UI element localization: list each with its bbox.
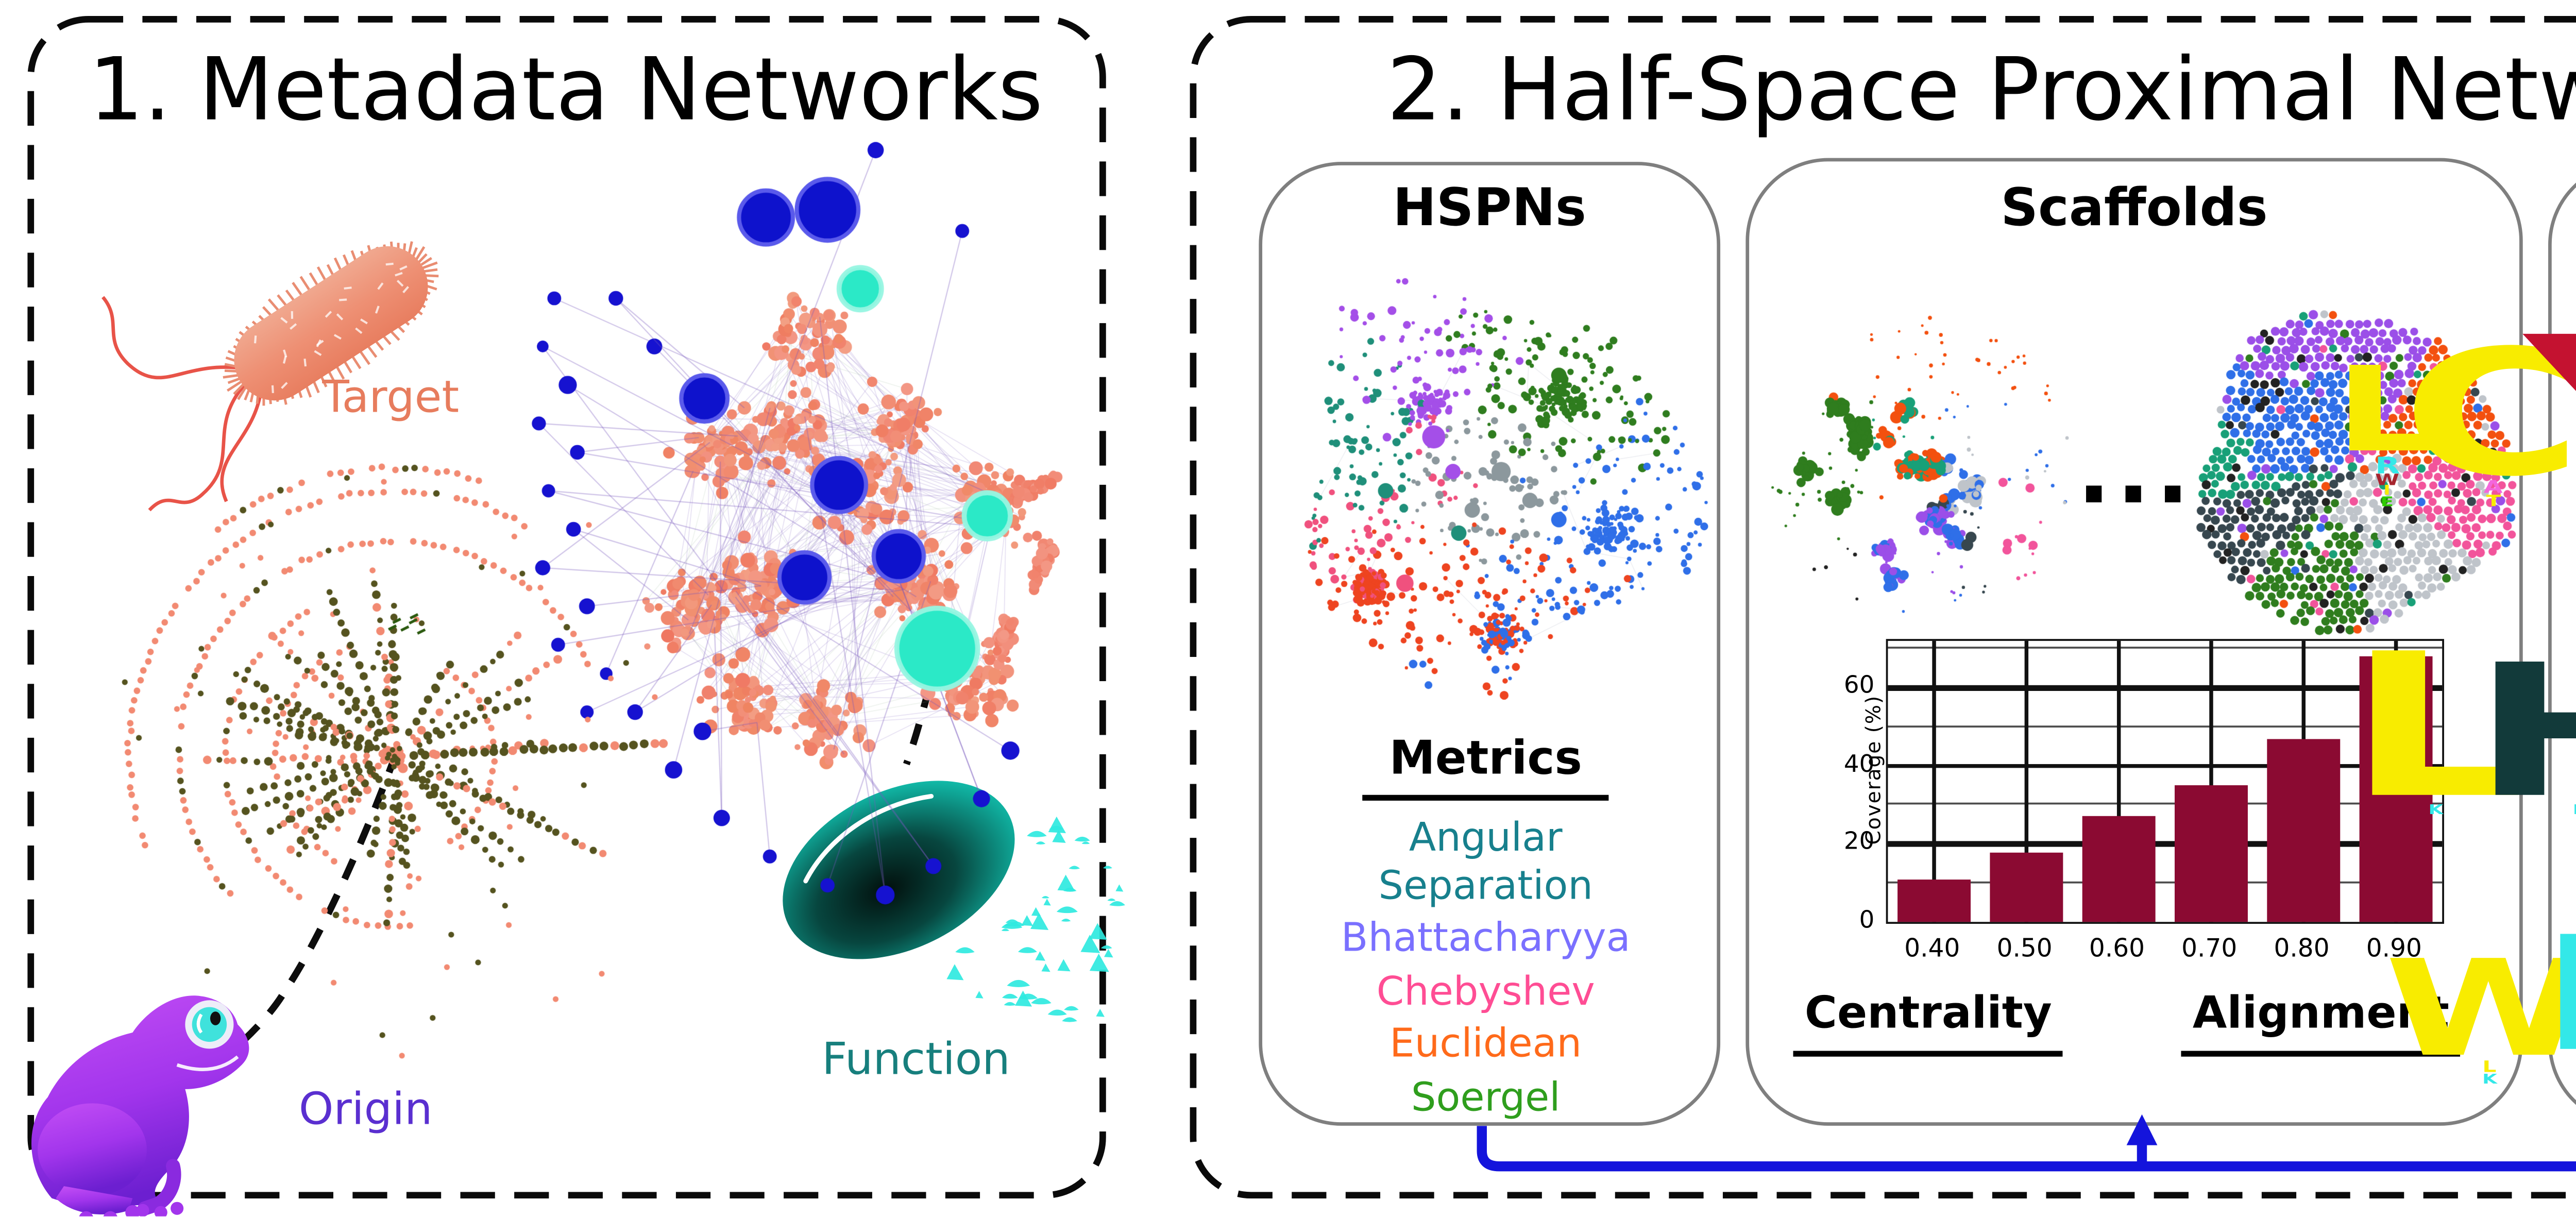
target-label: Target bbox=[322, 373, 460, 424]
logo-column: KGS bbox=[2540, 917, 2576, 1085]
bar bbox=[2174, 785, 2248, 922]
logo-letter: L bbox=[2347, 612, 2527, 843]
scaffolds-subpanel-title: Scaffolds bbox=[2001, 179, 2268, 239]
x-tick-label: 0.90 bbox=[2366, 935, 2422, 965]
logo-letter: K bbox=[2573, 802, 2576, 817]
logo-column: HK bbox=[2471, 643, 2576, 825]
logo-letter: T bbox=[2485, 492, 2500, 510]
hspn-panel-title: 2. Half-Space Proximal Networks bbox=[1386, 38, 2576, 141]
logo-letter: L bbox=[2482, 1059, 2496, 1077]
logo-column: Y bbox=[2526, 308, 2576, 532]
x-tick-label: 0.50 bbox=[1996, 935, 2053, 965]
hspn-panel-border bbox=[1190, 16, 2576, 1198]
centrality-label: Centrality bbox=[1793, 989, 2064, 1057]
metrics-list: Angular Separation Bhattacharyya Chebyshev… bbox=[1328, 808, 1643, 1127]
coverage-bar-chart: 0.40 0.50 0.60 0.70 0.80 0.90 0 20 40 60 Coverage … bbox=[1824, 631, 2460, 964]
bar bbox=[2081, 816, 2156, 922]
logo-letter: E bbox=[2381, 494, 2395, 510]
scaffold-network-large-canvas bbox=[2184, 292, 2521, 658]
x-tick-label: 0.80 bbox=[2274, 935, 2330, 965]
function-label: Function bbox=[822, 1035, 1010, 1086]
blue-flow-arrow bbox=[1477, 1114, 2576, 1172]
y-tick-label: 40 bbox=[1843, 748, 1875, 777]
bacteria-body bbox=[234, 246, 428, 401]
logo-letter: K bbox=[2481, 1071, 2497, 1087]
y-tick-label: 20 bbox=[1843, 826, 1875, 856]
metadata-panel-border bbox=[27, 16, 1106, 1199]
hspns-subpanel-title: HSPNs bbox=[1393, 179, 1586, 239]
metrics-heading: Metrics bbox=[1362, 731, 1609, 801]
x-tick-label: 0.40 bbox=[1904, 935, 1960, 965]
bacteria-flagellum bbox=[101, 296, 241, 380]
arrowhead-scaffolds bbox=[2126, 1114, 2158, 1145]
logo-letter: L bbox=[2334, 342, 2441, 479]
x-tick-label: 0.70 bbox=[2181, 935, 2238, 965]
logo-letter: K bbox=[2540, 917, 2576, 1075]
logo-letter: A bbox=[2483, 479, 2502, 498]
chart-plot-area bbox=[1886, 639, 2444, 924]
bar bbox=[1989, 851, 2064, 922]
motifs-subpanel-border bbox=[2548, 182, 2576, 1105]
metric-item: Chebyshev bbox=[1376, 968, 1595, 1014]
metric-item: Euclidean bbox=[1389, 1021, 1582, 1067]
origin-network-canvas bbox=[106, 433, 684, 1088]
hspn-network-canvas bbox=[1270, 260, 1709, 713]
y-tick-label: 60 bbox=[1843, 670, 1875, 700]
x-tick-label: 0.60 bbox=[2089, 935, 2145, 965]
logo-letter: K bbox=[2429, 801, 2445, 817]
scaffolds-ellipsis: ... bbox=[2077, 419, 2196, 524]
bar bbox=[2359, 656, 2433, 922]
logo-letter: W bbox=[2376, 471, 2400, 489]
logo-letter: C bbox=[2402, 313, 2576, 515]
logo-letter: W bbox=[2385, 932, 2576, 1087]
bacteria-illustration bbox=[101, 241, 439, 512]
hspns-subpanel-border bbox=[1259, 162, 1721, 1126]
metadata-panel-title: 1. Metadata Networks bbox=[88, 38, 1043, 141]
scaffold-network-small-canvas bbox=[1760, 289, 2088, 655]
metric-item: Soergel bbox=[1411, 1074, 1561, 1120]
metric-item: Angular Separation bbox=[1378, 814, 1593, 908]
logo-letter: H bbox=[2471, 643, 2576, 825]
bar bbox=[2266, 738, 2341, 922]
bar bbox=[1897, 878, 1971, 922]
y-tick-label: 0 bbox=[1859, 904, 1875, 934]
logo-letter: I bbox=[2384, 483, 2392, 499]
alignment-label: Alignment bbox=[2181, 989, 2461, 1057]
logo-letter: Y bbox=[2526, 308, 2576, 532]
origin-label: Origin bbox=[298, 1085, 433, 1136]
y-axis-label: Coverage (%) bbox=[1862, 695, 1886, 845]
logo-letter: R bbox=[2375, 451, 2401, 479]
metric-item: Bhattacharyya bbox=[1341, 915, 1631, 961]
